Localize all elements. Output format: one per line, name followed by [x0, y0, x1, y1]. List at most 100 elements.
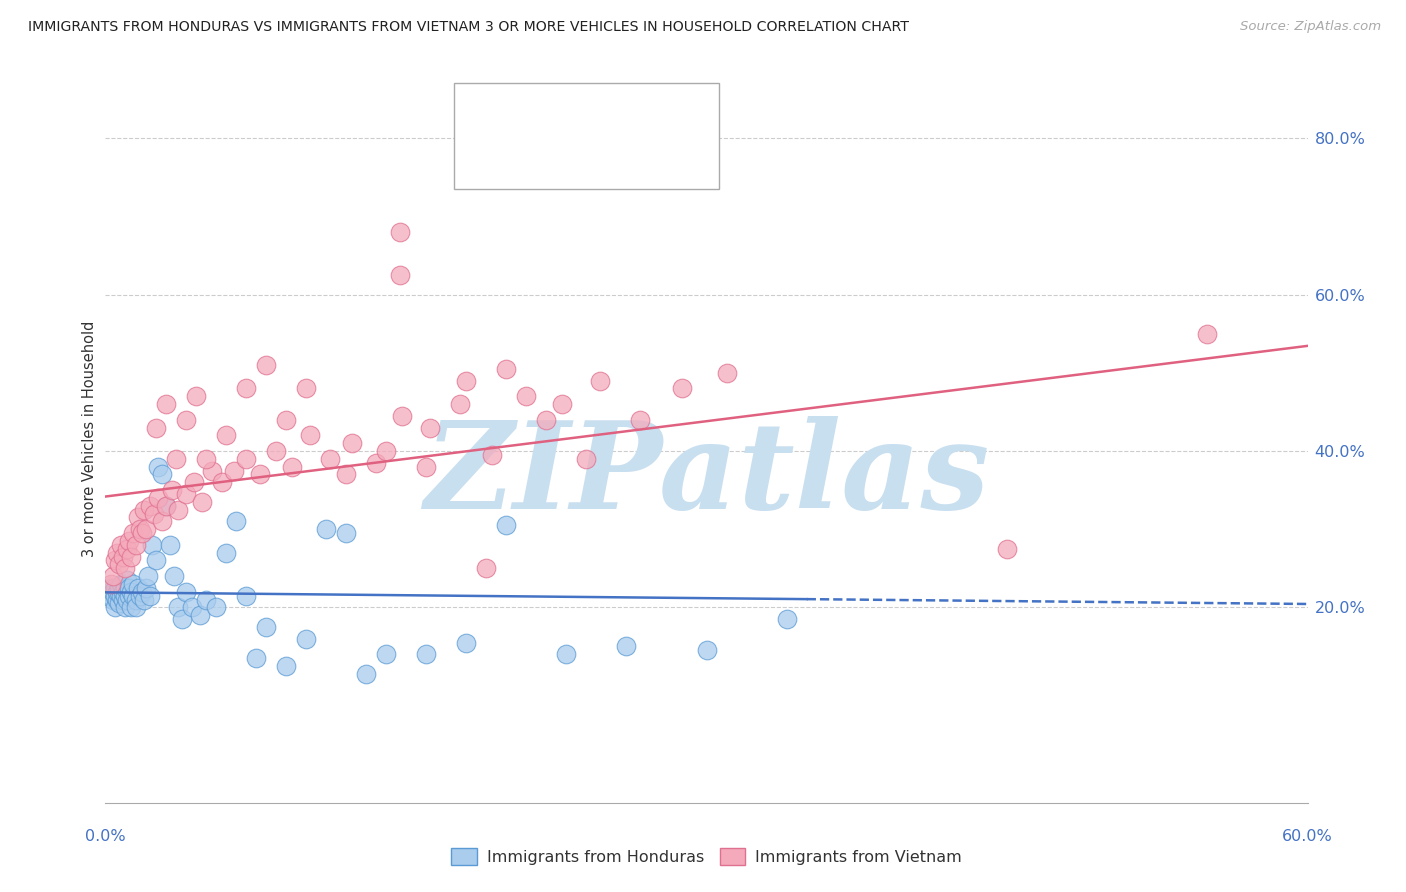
- Point: [235, 382, 257, 396]
- Point: [419, 420, 441, 434]
- Point: [696, 643, 718, 657]
- Point: [103, 569, 125, 583]
- Point: [335, 526, 357, 541]
- Point: [235, 451, 257, 466]
- Point: [776, 612, 799, 626]
- Point: [415, 459, 437, 474]
- Point: [415, 647, 437, 661]
- Point: [162, 569, 184, 583]
- Point: [589, 374, 612, 388]
- Point: [112, 584, 135, 599]
- Point: [211, 475, 233, 490]
- Point: [188, 608, 211, 623]
- Point: [249, 467, 271, 482]
- Point: [112, 592, 135, 607]
- Point: [117, 573, 139, 587]
- Point: [716, 366, 738, 380]
- Point: [108, 597, 131, 611]
- Text: ZIPatlas: ZIPatlas: [423, 417, 990, 535]
- Point: [374, 647, 398, 661]
- Point: [551, 397, 574, 411]
- Point: [124, 592, 146, 607]
- Point: [127, 581, 149, 595]
- Point: [475, 561, 498, 575]
- Point: [183, 475, 205, 490]
- Point: [235, 589, 257, 603]
- Point: [534, 413, 557, 427]
- Point: [274, 659, 297, 673]
- Point: [114, 581, 136, 595]
- Point: [449, 397, 471, 411]
- Point: [122, 577, 145, 591]
- Legend: Immigrants from Honduras, Immigrants from Vietnam: Immigrants from Honduras, Immigrants fro…: [446, 842, 967, 871]
- Point: [104, 553, 127, 567]
- Point: [112, 549, 135, 564]
- Point: [100, 577, 122, 591]
- Point: [254, 358, 277, 372]
- Point: [194, 592, 217, 607]
- Point: [245, 651, 267, 665]
- Point: [150, 467, 173, 482]
- Point: [103, 592, 125, 607]
- Point: [201, 464, 224, 478]
- Point: [364, 456, 387, 470]
- Point: [108, 558, 131, 572]
- Point: [128, 522, 150, 536]
- Point: [454, 374, 477, 388]
- Point: [107, 592, 129, 607]
- Point: [114, 589, 136, 603]
- Point: [174, 584, 197, 599]
- Point: [671, 382, 693, 396]
- Point: [454, 635, 477, 649]
- Point: [131, 526, 153, 541]
- Point: [98, 584, 121, 599]
- Point: [340, 436, 363, 450]
- Point: [135, 581, 157, 595]
- Point: [628, 413, 651, 427]
- Point: [264, 444, 287, 458]
- Point: [150, 515, 173, 529]
- Text: IMMIGRANTS FROM HONDURAS VS IMMIGRANTS FROM VIETNAM 3 OR MORE VEHICLES IN HOUSEH: IMMIGRANTS FROM HONDURAS VS IMMIGRANTS F…: [28, 20, 910, 34]
- Point: [194, 451, 217, 466]
- Point: [122, 589, 145, 603]
- Point: [555, 647, 578, 661]
- Point: [132, 592, 155, 607]
- Point: [575, 451, 598, 466]
- Point: [214, 428, 236, 442]
- Point: [155, 499, 177, 513]
- Point: [495, 518, 517, 533]
- Text: 0.0%: 0.0%: [86, 830, 125, 844]
- Point: [110, 589, 132, 603]
- Point: [118, 533, 141, 548]
- Point: [114, 600, 136, 615]
- Point: [315, 522, 337, 536]
- Point: [118, 589, 141, 603]
- Point: [114, 561, 136, 575]
- Point: [170, 612, 193, 626]
- Point: [225, 515, 247, 529]
- Point: [110, 577, 132, 591]
- Point: [107, 584, 129, 599]
- Point: [155, 499, 177, 513]
- Point: [391, 409, 413, 423]
- Point: [124, 600, 146, 615]
- Point: [166, 502, 188, 516]
- Point: [165, 451, 187, 466]
- Point: [214, 546, 236, 560]
- Point: [117, 592, 139, 607]
- Point: [128, 589, 150, 603]
- Point: [100, 581, 122, 595]
- Point: [274, 413, 297, 427]
- Point: [495, 362, 517, 376]
- Point: [319, 451, 342, 466]
- Point: [335, 467, 357, 482]
- Point: [616, 640, 638, 654]
- Point: [374, 444, 398, 458]
- Point: [122, 526, 145, 541]
- Point: [174, 413, 197, 427]
- Point: [295, 382, 318, 396]
- Point: [127, 510, 149, 524]
- Point: [103, 584, 125, 599]
- Point: [298, 428, 321, 442]
- Point: [159, 538, 181, 552]
